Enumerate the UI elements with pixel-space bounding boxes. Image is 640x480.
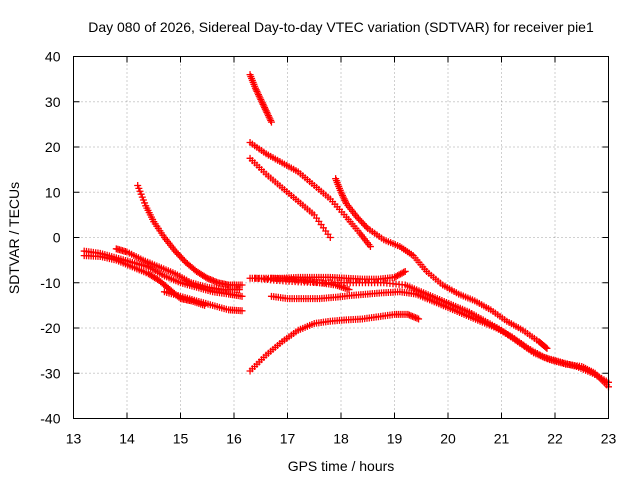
x-tick-label: 19 <box>387 431 403 447</box>
data-point <box>174 250 182 258</box>
data-point <box>342 198 350 206</box>
x-tick-label: 13 <box>66 431 82 447</box>
data-point <box>252 86 260 94</box>
data-point <box>254 89 262 97</box>
y-axis-title: SDTVAR / TECUs <box>6 182 22 294</box>
data-point <box>235 286 243 294</box>
data-point <box>238 292 246 300</box>
data-point <box>202 273 210 281</box>
data-point <box>264 110 272 118</box>
x-axis-title: GPS time / hours <box>288 458 395 474</box>
data-point <box>253 87 261 95</box>
y-tick-label: -10 <box>40 275 60 291</box>
data-point <box>355 215 363 223</box>
data-point <box>238 307 246 315</box>
data-point <box>338 190 346 198</box>
data-point <box>361 221 369 229</box>
data-point <box>326 234 334 241</box>
plot-frame <box>73 56 609 419</box>
data-point <box>339 191 347 199</box>
series-arc-i <box>332 175 551 352</box>
data-point <box>391 273 398 281</box>
x-tick-label: 17 <box>280 431 296 447</box>
y-tick-label: -30 <box>40 365 60 381</box>
data-point <box>395 271 403 279</box>
data-point <box>345 286 353 294</box>
y-tick-label: 10 <box>45 184 61 200</box>
grid <box>73 56 609 419</box>
data-point <box>255 92 263 100</box>
data-point <box>267 116 275 124</box>
data-point <box>259 100 267 108</box>
x-tick-label: 15 <box>173 431 189 447</box>
data-point <box>543 344 551 352</box>
data-point <box>179 255 187 263</box>
data-point <box>261 105 269 113</box>
data-point <box>398 269 406 277</box>
data-point <box>260 102 268 110</box>
series-arc-g <box>246 138 374 251</box>
x-tick-label: 18 <box>333 431 349 447</box>
series-arc-h <box>246 154 334 241</box>
x-tick-label: 22 <box>547 431 563 447</box>
data-point <box>176 252 184 260</box>
data-point <box>171 247 179 255</box>
series-arc-n <box>251 274 612 391</box>
data-point <box>265 113 273 121</box>
y-tick-label: -20 <box>40 320 60 336</box>
data-point <box>340 195 348 203</box>
series-arc-e <box>160 288 246 315</box>
series-arc-d <box>134 181 246 289</box>
series-arc-c <box>112 245 243 294</box>
data-point <box>267 118 275 126</box>
series-arc-m <box>246 310 423 375</box>
data-point <box>542 343 550 351</box>
x-tick-label: 23 <box>601 431 617 447</box>
data-point <box>337 188 345 196</box>
data-point <box>392 272 400 280</box>
data-point <box>415 315 423 323</box>
y-tick-label: -40 <box>40 411 60 427</box>
data-point <box>362 223 370 231</box>
data-point <box>359 220 367 228</box>
data-point <box>261 104 269 112</box>
data-point <box>257 95 265 103</box>
x-tick-label: 21 <box>494 431 510 447</box>
y-tick-label: 20 <box>45 139 61 155</box>
data-point <box>401 267 409 275</box>
data-series <box>80 71 612 391</box>
series-arc-f <box>246 71 275 126</box>
data-point <box>400 268 408 276</box>
data-point <box>353 213 361 221</box>
y-tick-label: 0 <box>53 230 61 246</box>
data-point <box>263 108 271 116</box>
x-tick-label: 14 <box>119 431 135 447</box>
data-point <box>262 107 270 115</box>
axis-ticks: 13 14 15 16 17 18 19 20 21 22 23 -40 -30 -20 -10 0 10 20 3… <box>40 49 616 447</box>
data-point <box>366 243 374 251</box>
data-point <box>266 115 274 123</box>
x-tick-label: 16 <box>226 431 242 447</box>
data-point <box>258 97 266 105</box>
data-point <box>177 254 185 262</box>
chart-title: Day 080 of 2026, Sidereal Day-to-day VTE… <box>88 19 594 35</box>
data-point <box>397 270 405 278</box>
y-tick-label: 30 <box>45 94 61 110</box>
data-point <box>238 281 246 289</box>
data-point <box>394 272 402 280</box>
x-tick-label: 20 <box>440 431 456 447</box>
data-point <box>254 91 262 99</box>
data-point <box>256 94 264 102</box>
data-point <box>356 216 364 224</box>
y-tick-label: 40 <box>45 49 61 65</box>
data-point <box>251 84 259 92</box>
data-point <box>258 99 266 107</box>
data-point <box>264 112 272 120</box>
data-point <box>339 193 347 201</box>
data-point <box>341 196 349 204</box>
data-point <box>173 249 181 257</box>
data-point <box>358 218 366 226</box>
